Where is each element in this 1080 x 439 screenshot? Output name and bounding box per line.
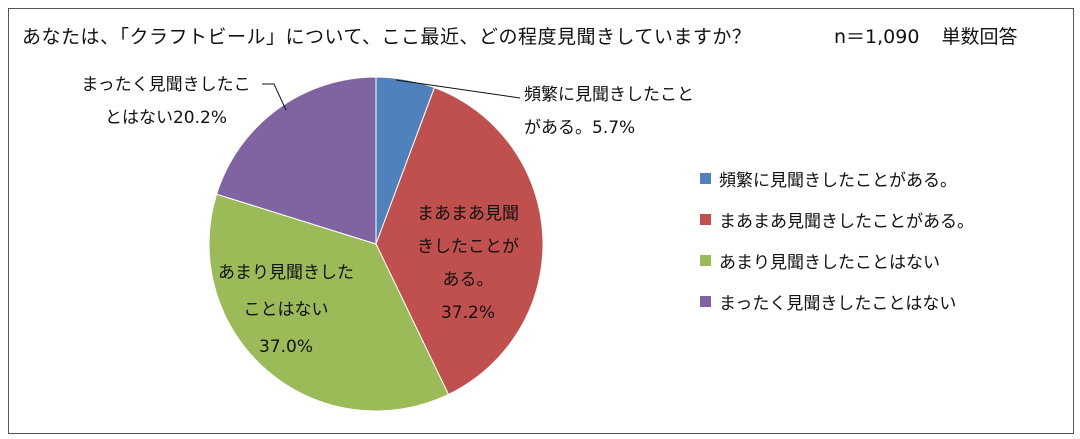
answer-type: 単数回答 xyxy=(941,26,1018,48)
data-label-never: まったく見聞きしたことはない20.2% xyxy=(81,75,250,128)
chart-title: あなたは、「クラフトビール」について、ここ最近、どの程度見聞きしていますか？ xyxy=(22,26,752,48)
sample-info: n＝1,090 単数回答 xyxy=(834,22,1017,49)
legend-label: あまり見聞きしたことはない xyxy=(719,253,940,273)
data-label-line: ある。 xyxy=(443,270,494,290)
pie-slice-rarely xyxy=(208,193,450,412)
data-label-somewhat: まあまあ見聞きしたことがある。 37.2% xyxy=(417,204,519,323)
legend-swatch xyxy=(700,255,711,266)
legend-label: まったく見聞きしたことはない xyxy=(719,294,957,314)
legend-item-frequent: 頻繁に見聞きしたことがある。 xyxy=(700,158,974,199)
data-label-line: とはない20.2% xyxy=(105,108,227,128)
legend-label: 頻繁に見聞きしたことがある。 xyxy=(719,171,957,191)
data-label-frequent: 頻繁に見聞きしたことがある。5.7% xyxy=(524,85,694,138)
legend-item-never: まったく見聞きしたことはない xyxy=(700,281,974,322)
data-label-line: まったく見聞きしたこ xyxy=(81,75,250,95)
legend-swatch xyxy=(700,296,711,307)
leader-line-frequent xyxy=(395,79,521,99)
data-label-line: 頻繁に見聞きしたこと xyxy=(524,85,694,105)
legend: 頻繁に見聞きしたことがある。 まあまあ見聞きしたことがある。 あまり見聞きしたこ… xyxy=(700,158,974,322)
data-label-line: 37.0% xyxy=(259,337,313,357)
data-label-line: ことはない xyxy=(244,300,329,320)
data-label-rarely: あまり見聞きしたことはない 37.0% xyxy=(218,263,354,357)
sample-size: n＝1,090 xyxy=(834,26,920,48)
legend-item-rarely: あまり見聞きしたことはない xyxy=(700,240,974,281)
data-label-line: きしたことが xyxy=(417,237,519,257)
data-label-line: あまり見聞きした xyxy=(218,263,354,283)
pie-slice-somewhat xyxy=(375,86,544,396)
leader-line-never xyxy=(262,83,287,111)
data-label-line: 37.2% xyxy=(441,303,495,323)
data-label-line: まあまあ見聞 xyxy=(417,204,519,224)
legend-swatch xyxy=(700,173,711,184)
legend-swatch xyxy=(700,214,711,225)
data-label-line: がある。5.7% xyxy=(524,118,635,138)
legend-item-somewhat: まあまあ見聞きしたことがある。 xyxy=(700,199,974,240)
legend-label: まあまあ見聞きしたことがある。 xyxy=(719,212,974,232)
pie-slice-never xyxy=(215,76,377,245)
